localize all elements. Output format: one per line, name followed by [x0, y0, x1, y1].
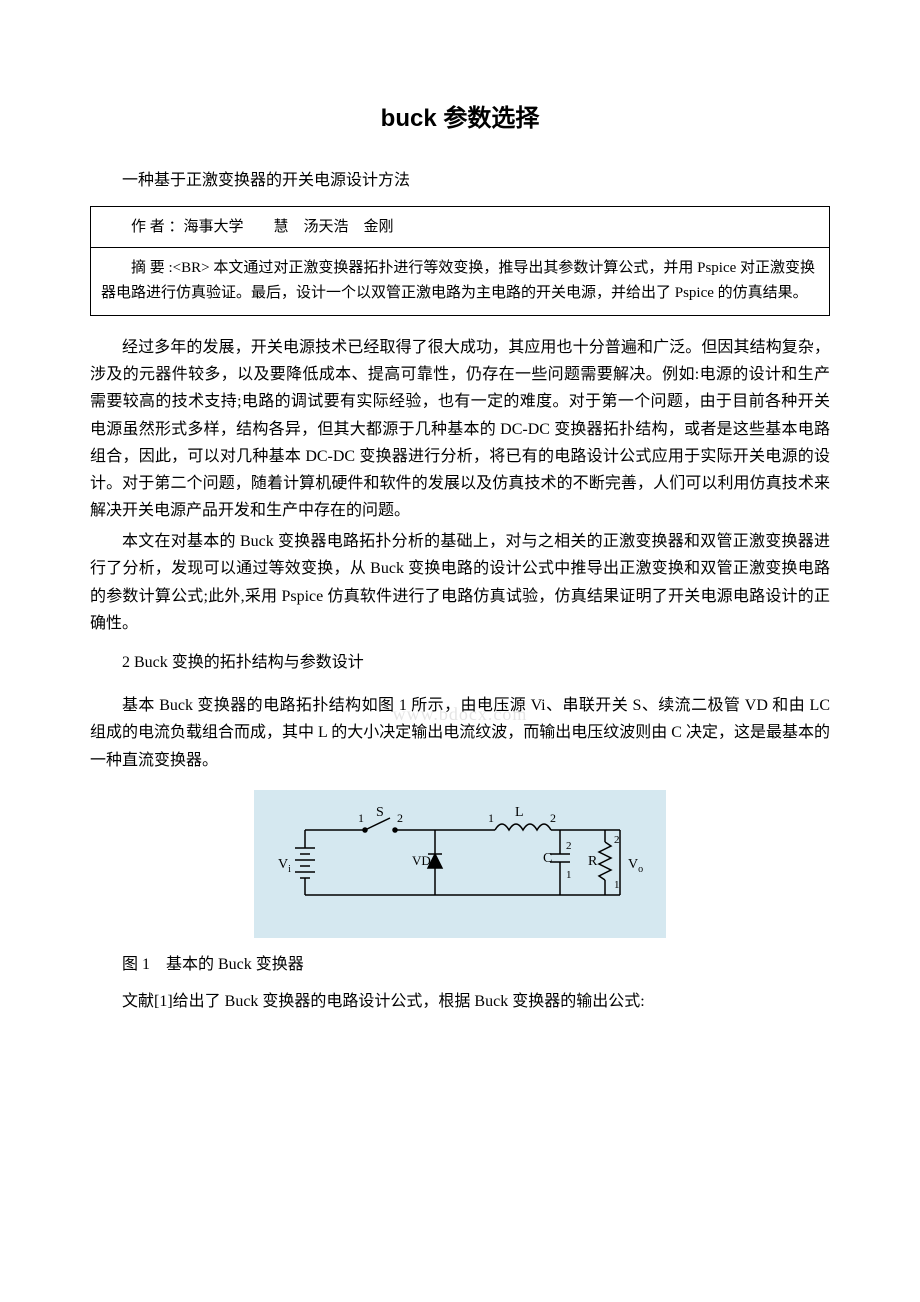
label-c2: 2: [566, 840, 572, 852]
label-s: S: [376, 805, 384, 820]
label-l: L: [515, 805, 524, 820]
label-r1: 1: [614, 879, 620, 891]
abstract-cell: 摘 要 :<BR> 本文通过对正激变换器拓扑进行等效变换，推导出其参数计算公式，…: [91, 247, 830, 315]
page-title: buck 参数选择: [90, 100, 830, 138]
circuit-diagram-box: Vi 1 S 2 VD 1 L 2 C 2 1 R 2 1 Vo: [254, 790, 666, 939]
label-s1: 1: [358, 811, 364, 825]
figure-1-container: Vi 1 S 2 VD 1 L 2 C 2 1 R 2 1 Vo: [90, 790, 830, 939]
label-c1: 1: [566, 869, 572, 881]
circuit-diagram: Vi 1 S 2 VD 1 L 2 C 2 1 R 2 1 Vo: [270, 800, 650, 920]
paragraph-3: 基本 Buck 变换器的电路拓扑结构如图 1 所示，由电压源 Vi、串联开关 S…: [90, 692, 830, 774]
label-c: C: [543, 851, 552, 866]
figure-1-caption: 图 1 基本的 Buck 变换器: [90, 952, 830, 978]
label-r: R: [588, 854, 598, 869]
label-r2: 2: [614, 834, 620, 846]
label-vi: Vi: [278, 857, 291, 875]
paragraph-4: 文献[1]给出了 Buck 变换器的电路设计公式，根据 Buck 变换器的输出公…: [90, 988, 830, 1015]
section-heading: 2 Buck 变换的拓扑结构与参数设计: [90, 649, 830, 676]
label-l2: 2: [550, 811, 556, 825]
paragraph-1: 经过多年的发展，开关电源技术已经取得了很大成功，其应用也十分普遍和广泛。但因其结…: [90, 334, 830, 524]
label-vd: VD: [412, 853, 431, 868]
label-s2: 2: [397, 811, 403, 825]
label-vo: Vo: [628, 857, 643, 875]
label-l1: 1: [488, 811, 494, 825]
subtitle: 一种基于正激变换器的开关电源设计方法: [90, 168, 830, 194]
paragraph-2: 本文在对基本的 Buck 变换器电路拓扑分析的基础上，对与之相关的正激变换器和双…: [90, 528, 830, 637]
meta-table: 作 者 ：海事大学 慧 汤天浩 金刚 摘 要 :<BR> 本文通过对正激变换器拓…: [90, 206, 830, 316]
author-cell: 作 者 ：海事大学 慧 汤天浩 金刚: [91, 206, 830, 247]
